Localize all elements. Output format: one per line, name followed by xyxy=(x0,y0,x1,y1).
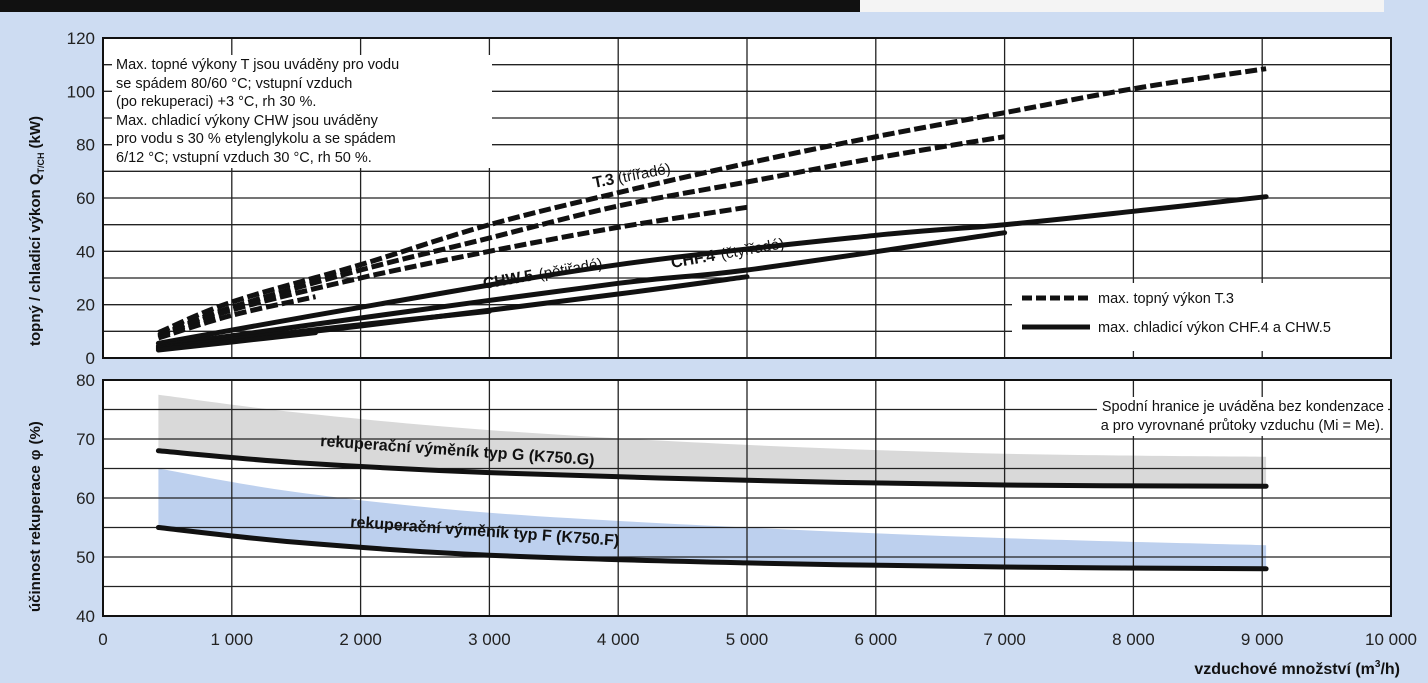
top-y-tick-label: 60 xyxy=(76,189,95,208)
x-axis-label-end: /h) xyxy=(1380,661,1400,678)
x-axis-label-text: vzduchové množství (m xyxy=(1194,661,1374,678)
top-y-axis-label-unit: (kW) xyxy=(27,116,44,149)
legend-solid-label: max. chladicí výkon CHF.4 a CHW.5 xyxy=(1098,320,1331,336)
cooling-curve-4 xyxy=(155,194,1269,346)
top-note-line: Max. topné výkony T jsou uváděny pro vod… xyxy=(116,57,400,73)
legend-dashed-label: max. topný výkon T.3 xyxy=(1098,291,1234,307)
top-y-tick-label: 0 xyxy=(86,349,95,368)
band-0 xyxy=(158,394,1267,487)
top-panel-frame xyxy=(102,37,1392,359)
band-1 xyxy=(158,468,1267,569)
x-tick-label: 6 000 xyxy=(855,630,898,649)
bottom-y-tick-label: 80 xyxy=(76,371,95,390)
x-tick-label: 7 000 xyxy=(983,630,1026,649)
x-tick-label: 3 000 xyxy=(468,630,511,649)
heating-curve-2 xyxy=(157,204,748,340)
top-y-tick-label: 100 xyxy=(67,82,95,101)
x-tick-label: 4 000 xyxy=(597,630,640,649)
heating-curve-3 xyxy=(157,294,317,341)
top-y-tick-label: 80 xyxy=(76,136,95,155)
legend: max. topný výkon T.3 max. chladicí výkon… xyxy=(1012,283,1390,351)
top-note-line: 6/12 °C; vstupní vzduch 30 °C, rh 50 %. xyxy=(116,149,372,166)
top-note-line: pro vodu s 30 % etylenglykolu a se spáde… xyxy=(116,131,396,147)
x-tick-label: 1 000 xyxy=(211,630,254,649)
top-y-axis-label-text: topný / chladicí výkon Q xyxy=(27,173,44,346)
top-note-line: se spádem 80/60 °C; vstupní vzduch xyxy=(116,75,353,92)
top-y-tick-label: 20 xyxy=(76,296,95,315)
x-tick-label: 8 000 xyxy=(1112,630,1155,649)
x-axis-label-sup: 3 xyxy=(1375,659,1381,670)
efficiency-curve-1 xyxy=(155,525,1269,572)
bottom-y-tick-label: 70 xyxy=(76,430,95,449)
heating-curve-1 xyxy=(157,134,1006,338)
cooling-curve-5 xyxy=(155,230,1008,349)
label-t3-bold: T.3 xyxy=(592,171,616,192)
header-white-strip xyxy=(860,0,1384,12)
bottom-note-line: Spodní hranice je uváděna bez kondenzace xyxy=(1101,399,1384,415)
x-tick-label: 2 000 xyxy=(339,630,382,649)
bottom-y-axis-label-symbol: φ xyxy=(27,449,44,460)
x-tick-label: 9 000 xyxy=(1241,630,1284,649)
heating-curve-0 xyxy=(157,66,1267,336)
x-tick-label: 0 xyxy=(98,630,107,649)
bottom-y-tick-label: 40 xyxy=(76,607,95,626)
top-y-tick-label: 120 xyxy=(67,29,95,48)
header-bar xyxy=(0,0,860,12)
x-tick-label: 10 000 xyxy=(1365,630,1417,649)
bottom-note-line: a pro vyrovnané průtoky vzduchu (Mi = Me… xyxy=(1100,417,1384,434)
top-note: Max. topné výkony T jsou uváděny pro vod… xyxy=(112,55,492,168)
bottom-note: Spodní hranice je uváděna bez kondenzace… xyxy=(1096,397,1388,436)
legend-bg xyxy=(1012,283,1390,351)
top-y-axis-label: topný / chladicí výkon QT/CH (kW) xyxy=(27,116,46,346)
bottom-y-axis-label-unit: (%) xyxy=(27,421,44,444)
cooling-curve-8 xyxy=(155,330,318,353)
top-note-line: Max. chladicí výkony CHW jsou uváděny xyxy=(116,112,378,129)
bottom-y-axis-label-text: účinnost rekuperace xyxy=(27,465,44,612)
top-note-line: (po rekuperaci) +3 °C, rh 30 %. xyxy=(116,94,317,110)
top-y-axis-label-sub: T/CH xyxy=(36,152,46,173)
bottom-panel-frame xyxy=(102,379,1392,617)
bottom-y-tick-label: 60 xyxy=(76,489,95,508)
x-tick-label: 5 000 xyxy=(726,630,769,649)
x-axis-label: vzduchové množství (m3/h) xyxy=(1194,659,1400,678)
efficiency-curve-0 xyxy=(155,448,1269,489)
bottom-y-tick-label: 50 xyxy=(76,548,95,567)
top-y-tick-label: 40 xyxy=(76,242,95,261)
bottom-y-axis-label: účinnost rekuperace φ (%) xyxy=(27,421,44,612)
